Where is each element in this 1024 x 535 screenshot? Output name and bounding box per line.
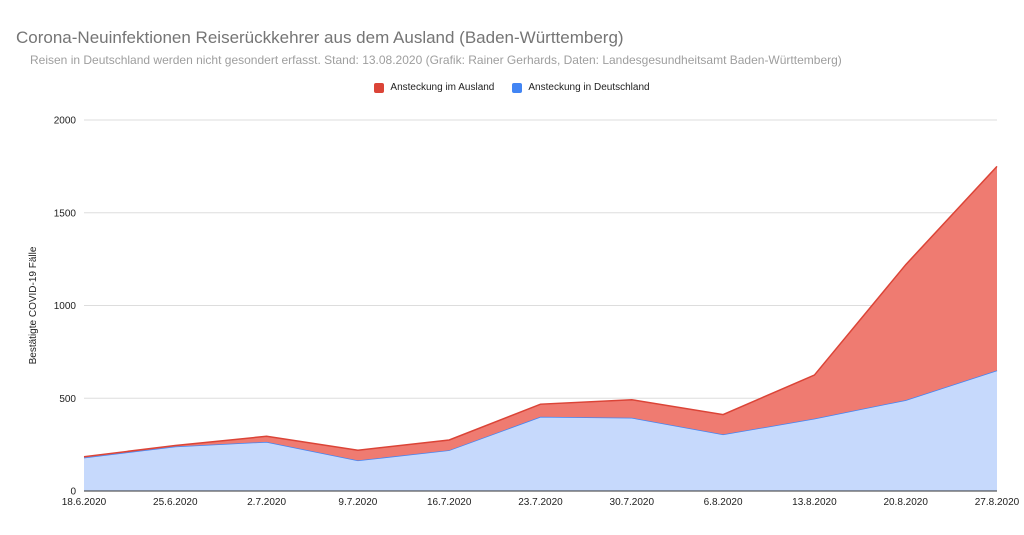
y-tick-label: 500 [59, 394, 76, 405]
legend-item: Ansteckung in Deutschland [512, 82, 650, 93]
legend-label: Ansteckung im Ausland [390, 82, 495, 93]
legend-label: Ansteckung in Deutschland [528, 82, 650, 93]
y-axis-title: Bestätigte COVID-19 Fälle [28, 246, 39, 364]
x-tick-label: 16.7.2020 [427, 497, 472, 508]
x-tick-label: 13.8.2020 [792, 497, 837, 508]
x-tick-label: 18.6.2020 [62, 497, 107, 508]
x-tick-label: 25.6.2020 [153, 497, 198, 508]
chart-legend: Ansteckung im Ausland Ansteckung in Deuts… [0, 82, 1024, 93]
y-tick-label: 1000 [54, 301, 77, 312]
x-tick-label: 2.7.2020 [247, 497, 286, 508]
legend-item: Ansteckung im Ausland [374, 82, 494, 93]
x-tick-label: 9.7.2020 [338, 497, 377, 508]
y-tick-label: 2000 [54, 116, 77, 127]
chart-subtitle: Reisen in Deutschland werden nicht geson… [30, 53, 842, 67]
x-tick-label: 27.8.2020 [975, 497, 1020, 508]
area-ansteckung-in-deutschland [84, 370, 997, 491]
x-tick-label: 6.8.2020 [704, 497, 743, 508]
chart-title: Corona-Neuinfektionen Reiserückkehrer au… [16, 28, 624, 47]
y-tick-label: 0 [70, 487, 76, 498]
legend-swatch [512, 82, 523, 93]
legend-swatch [374, 82, 385, 93]
line-ansteckung-im-ausland [83, 165, 998, 458]
x-tick-label: 23.7.2020 [518, 497, 563, 508]
x-tick-label: 30.7.2020 [610, 497, 655, 508]
y-tick-label: 1500 [54, 208, 77, 219]
x-tick-label: 20.8.2020 [883, 497, 928, 508]
